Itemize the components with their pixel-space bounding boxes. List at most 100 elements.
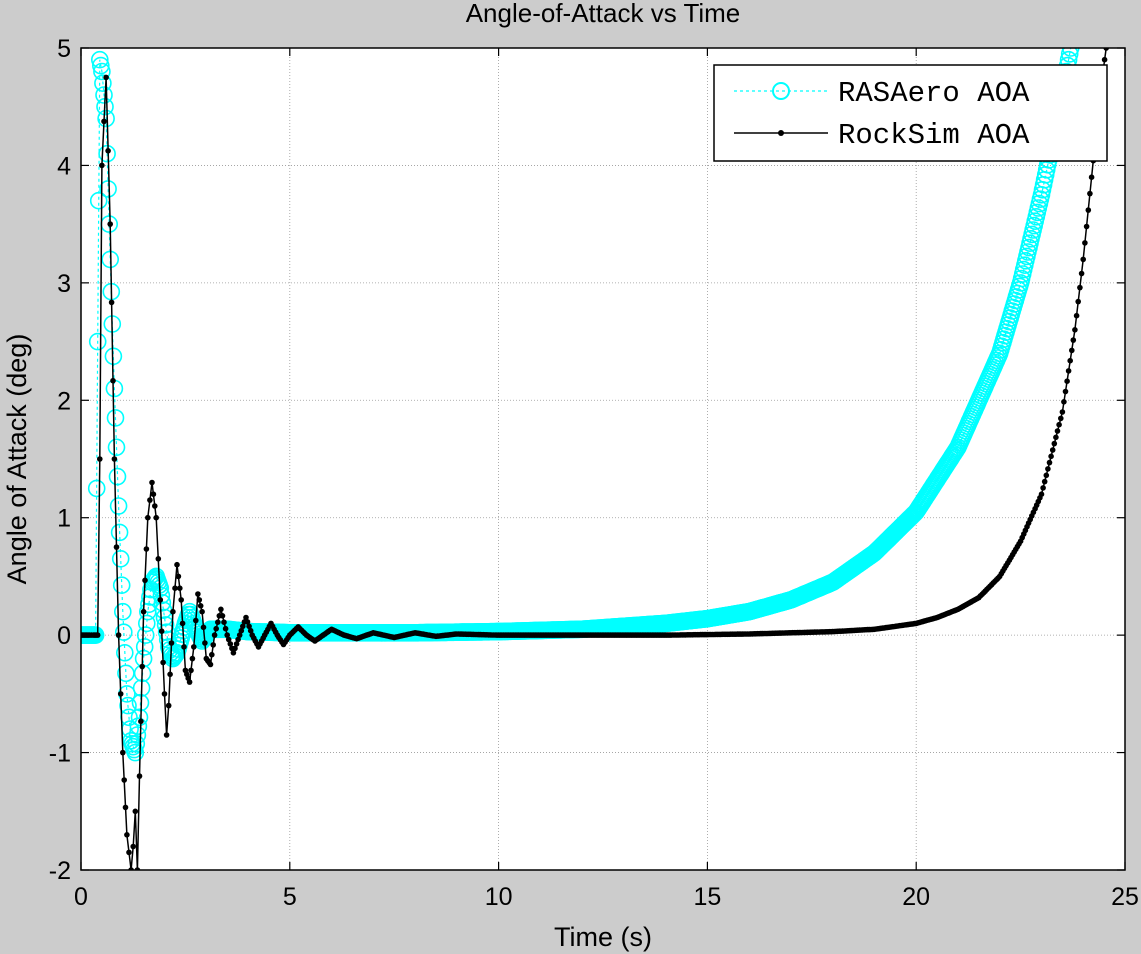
x-axis-label: Time (s) — [554, 922, 652, 952]
rocksim-point — [101, 118, 107, 125]
rocksim-point — [178, 597, 184, 603]
rasaero-point — [126, 743, 145, 762]
rocksim-point — [200, 624, 207, 631]
y-tick-label: 1 — [57, 505, 71, 533]
rasaero-point — [88, 332, 107, 351]
y-tick-label: 4 — [57, 152, 71, 180]
rocksim-point — [150, 491, 157, 498]
ticks: 0 5 10 15 20 25 -2 -1 0 1 2 3 4 5 — [49, 35, 1139, 911]
rocksim-point — [191, 644, 197, 650]
rocksim-point — [126, 849, 132, 856]
y-tick-label: -1 — [49, 740, 71, 768]
legend-marker-rasaero — [772, 82, 790, 100]
y-tick-label: 2 — [57, 387, 71, 415]
rasaero-point — [114, 602, 132, 621]
rocksim-point — [136, 773, 143, 779]
x-tick-label: 20 — [902, 883, 930, 911]
y-tick-label: 0 — [57, 622, 71, 650]
rasaero-point — [116, 643, 134, 662]
rocksim-point — [1073, 312, 1080, 319]
rocksim-point — [142, 577, 148, 584]
x-tick-label: 15 — [693, 883, 721, 911]
rasaero-point — [115, 623, 133, 642]
rocksim-point — [209, 651, 215, 658]
rocksim-point — [161, 691, 168, 697]
rasaero-point — [136, 626, 155, 644]
rocksim-point — [1040, 485, 1046, 491]
rocksim-point — [1049, 447, 1056, 453]
rasaero-point — [138, 614, 156, 633]
rocksim-point — [215, 619, 221, 625]
rasaero-point — [111, 549, 130, 568]
rocksim-point — [219, 613, 226, 619]
rocksim-point — [1054, 428, 1061, 434]
rocksim-point — [113, 544, 120, 550]
rocksim-point — [244, 619, 251, 625]
rocksim-point — [110, 377, 116, 384]
rocksim-point — [174, 561, 180, 568]
legend-box — [713, 64, 1108, 162]
rocksim-point — [210, 642, 216, 648]
rocksim-point — [213, 625, 219, 632]
rasaero-point — [87, 479, 106, 498]
rasaero-point — [153, 593, 172, 612]
rocksim-point — [1038, 491, 1045, 498]
x-tick-label: 5 — [283, 883, 297, 911]
rasaero-point — [89, 191, 108, 210]
rocksim-point — [1083, 223, 1090, 230]
rocksim-point — [1051, 440, 1058, 447]
rocksim-point — [222, 625, 229, 632]
rocksim-point — [120, 749, 126, 756]
rocksim-point — [103, 74, 109, 81]
rocksim-point — [1088, 174, 1095, 180]
rocksim-point — [1070, 337, 1077, 343]
rocksim-point — [152, 503, 158, 509]
rocksim-point — [111, 456, 118, 462]
rocksim-point — [139, 663, 145, 670]
legend-marker-rocksim — [778, 130, 784, 136]
rasaero-point — [1061, 48, 1080, 57]
rocksim-point — [196, 597, 203, 603]
rasaero-point — [93, 62, 111, 81]
rocksim-point — [163, 732, 170, 738]
rocksim-point — [211, 632, 218, 638]
rocksim-point — [199, 608, 205, 615]
rocksim-point — [138, 718, 144, 725]
rocksim-point — [1069, 347, 1075, 354]
rasaero-point — [140, 595, 158, 614]
rasaero-point — [110, 523, 129, 542]
rocksim-point — [1077, 284, 1083, 291]
rocksim-point — [1062, 388, 1069, 395]
rocksim-point — [207, 661, 214, 668]
rocksim-point — [1067, 357, 1073, 364]
x-tick-label: 0 — [74, 883, 88, 911]
rasaero-point — [127, 734, 146, 753]
rocksim-point — [1046, 459, 1053, 466]
x-tick-label: 25 — [1111, 883, 1139, 911]
rocksim-point — [221, 619, 227, 625]
rocksim-point — [94, 632, 101, 638]
rocksim-point — [122, 804, 129, 811]
rocksim-point — [202, 640, 208, 646]
legend-label-rasaero: RASAero AOA — [838, 77, 1030, 110]
rocksim-point — [97, 456, 103, 462]
rocksim-point — [168, 640, 175, 646]
rocksim-point — [1087, 190, 1093, 197]
rasaero-point — [107, 438, 126, 457]
rocksim-point — [218, 606, 224, 613]
rasaero-point — [152, 586, 171, 605]
rocksim-point — [108, 299, 115, 306]
rocksim-point — [1072, 327, 1078, 333]
rocksim-point — [1045, 466, 1051, 472]
rasaero-point — [156, 616, 175, 634]
rocksim-point — [175, 573, 182, 580]
rasaero-point — [108, 467, 127, 486]
rocksim-point — [1056, 421, 1062, 428]
rocksim-point — [157, 597, 164, 603]
y-tick-label: 5 — [57, 35, 71, 63]
rasaero-point — [98, 144, 116, 163]
rasaero-point — [135, 638, 154, 656]
rocksim-point — [197, 603, 204, 609]
rocksim-point — [121, 777, 127, 783]
grid — [81, 48, 1125, 870]
